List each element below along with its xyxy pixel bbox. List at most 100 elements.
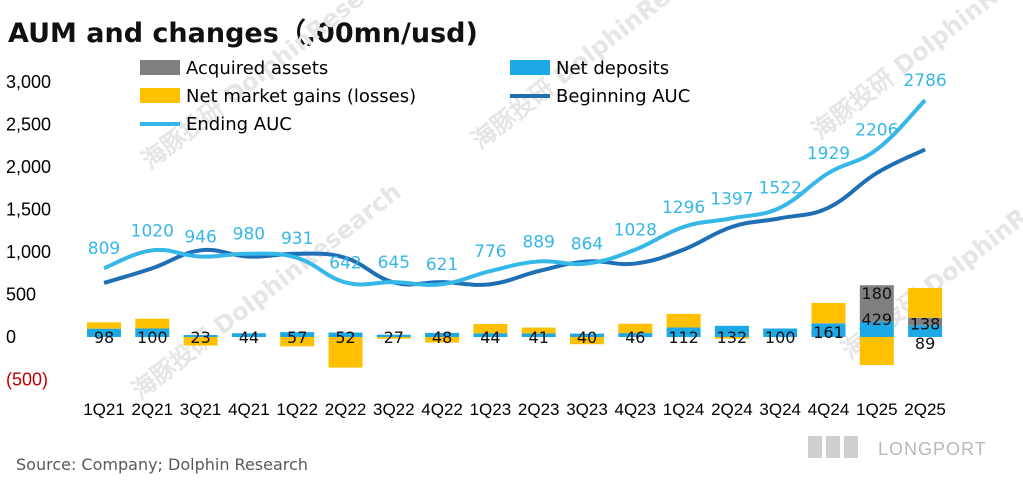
bar-net-deposits [231,333,266,337]
ending-auc-label: 642 [329,253,361,273]
y-axis: 3,000 2,500 2,000 1,500 1,000 500 0 (500) [6,72,51,390]
y-tick-label: 0 [6,327,16,347]
bar-net-deposits [908,325,943,337]
bar-net-deposits [183,335,218,337]
logo-text: LONGPORT [878,439,987,459]
ending-auc-label: 864 [571,235,603,255]
bar-market-gains [666,313,701,328]
net-deposits-label: 161 [813,323,844,342]
legend-label: Net market gains (losses) [186,86,416,107]
bar-market-gains [425,337,460,343]
x-tick-label: 1Q22 [276,400,318,419]
bar-net-deposits [714,325,749,337]
longport-logo: LONGPORT [808,436,987,459]
net-deposits-label: 132 [717,328,748,347]
bar-net-deposits [135,328,170,337]
bar-acquired-assets [908,317,943,326]
x-axis: 1Q21 2Q21 3Q21 4Q21 1Q22 2Q22 3Q22 4Q22 1Q23 2Q23… [83,400,946,419]
x-tick-label: 3Q23 [566,400,608,419]
legend: Acquired assets Net deposits Net market ga… [140,58,690,135]
logo-mark [808,436,822,458]
net-deposits-label: 52 [335,328,355,347]
x-tick-label: 3Q21 [180,400,222,419]
bar-net-deposits [425,332,460,337]
ending-auc-label: 946 [184,228,216,248]
x-tick-label: 3Q24 [759,400,801,419]
lines-group [103,98,927,287]
bar-market-gains [811,302,846,324]
net-deposits-label: 180 [862,284,893,303]
x-tick-label: 4Q24 [808,400,850,419]
logo-mark [826,436,840,458]
y-tick-label: 1,000 [6,242,51,262]
ending-auc-label: 2786 [903,71,946,91]
ending-auc-label: 1929 [807,144,850,164]
legend-label: Beginning AUC [556,86,690,107]
x-tick-label: 4Q22 [421,400,463,419]
y-tick-label: 1,500 [6,200,51,220]
bar-net-deposits [280,332,315,337]
net-deposits-label: 40 [577,328,597,347]
ending-auc-label: 776 [474,242,506,262]
bar-market-gains [135,318,170,329]
ending-auc-label: 645 [378,253,410,273]
ending-auc-label: 889 [522,232,554,252]
x-tick-label: 1Q24 [663,400,705,419]
ending-auc-label: 980 [233,225,265,245]
logo-mark [844,436,858,458]
net-deposits-label: 46 [625,328,645,347]
x-tick-label: 2Q24 [711,400,753,419]
legend-swatch [140,88,180,103]
x-tick-label: 2Q22 [325,400,367,419]
bar-market-gains [473,323,508,334]
x-tick-label: 1Q23 [470,400,512,419]
bar-net-deposits [473,333,508,337]
x-tick-label: 2Q23 [518,400,560,419]
x-tick-label: 2Q25 [904,400,946,419]
x-tick-label: 4Q21 [228,400,270,419]
bar-market-gains [714,337,749,339]
bars-group [87,285,943,368]
legend-label: Ending AUC [186,114,292,135]
source-note: Source: Company; Dolphin Research [16,455,308,474]
bar-market-gains [183,337,218,346]
net-deposits-label: 138 [910,315,941,334]
bar-acquired-assets [859,285,894,322]
bar-market-gains [280,337,315,347]
ending-auc-label: 1296 [662,198,705,218]
legend-swatch [510,60,550,75]
bar-net-deposits [328,332,363,337]
y-tick-label: 500 [6,285,36,305]
chart-title: AUM and changes（,00mn/usd) [8,18,478,49]
line-beginning-auc [103,147,926,287]
y-tick-label: (500) [6,370,48,390]
net-deposits-label: 27 [384,328,404,347]
net-deposits-label: 48 [432,328,452,347]
x-tick-label: 3Q22 [373,400,415,419]
legend-label: Acquired assets [186,58,328,79]
bar-net-deposits [376,334,411,337]
ending-auc-label: 1397 [710,189,753,209]
data-labels-group: 809 1020 946 980 931 642 645 621 776 889 864 102812… [88,71,947,353]
bar-net-deposits [87,328,121,337]
net-deposits-label: 100 [765,328,796,347]
x-tick-label: 4Q23 [615,400,657,419]
acquired-assets-label: 429 [862,310,893,329]
y-tick-label: 3,000 [6,72,51,92]
legend-swatch [140,60,180,75]
x-tick-label: 2Q21 [132,400,174,419]
x-tick-label: 1Q21 [83,400,125,419]
acquired-assets-label: 89 [915,334,935,353]
net-deposits-label: 57 [287,328,307,347]
bar-net-deposits [521,333,556,337]
bar-net-deposits [618,333,653,337]
y-tick-label: 2,000 [6,157,51,177]
ending-auc-label: 1522 [759,179,802,199]
legend-label: Net deposits [556,58,669,79]
bar-market-gains [521,327,556,334]
net-deposits-label: 44 [239,328,259,347]
bar-net-deposits [763,328,798,337]
bar-market-gains [908,287,943,318]
